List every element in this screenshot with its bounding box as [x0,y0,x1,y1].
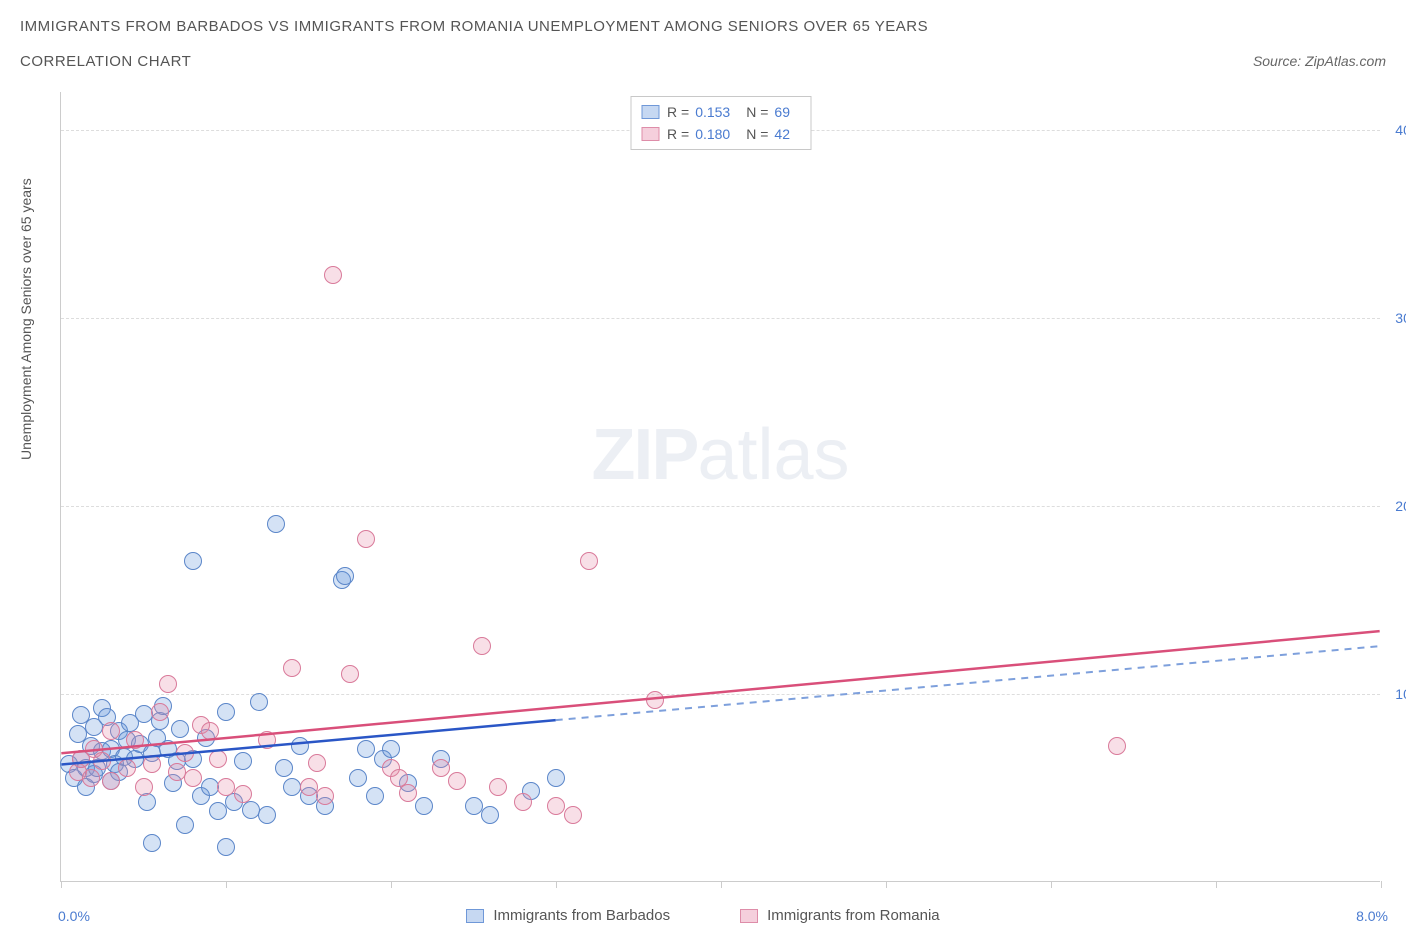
data-point [357,530,375,548]
data-point [489,778,507,796]
data-point [432,759,450,777]
stats-box: R = 0.153N = 69R = 0.180N = 42 [630,96,811,150]
legend-swatch [641,105,659,119]
stats-row: R = 0.153N = 69 [641,101,800,123]
source-credit: Source: ZipAtlas.com [1253,53,1386,69]
data-point [168,763,186,781]
x-tick [391,881,392,888]
x-tick [886,881,887,888]
data-point [201,778,219,796]
x-tick [226,881,227,888]
x-tick [721,881,722,888]
data-point [102,772,120,790]
data-point [382,740,400,758]
legend-label: Immigrants from Barbados [493,907,670,924]
page-title: IMMIGRANTS FROM BARBADOS VS IMMIGRANTS F… [20,18,1386,35]
data-point [481,806,499,824]
data-point [291,737,309,755]
data-point [217,703,235,721]
data-point [250,693,268,711]
data-point [366,787,384,805]
data-point [126,731,144,749]
data-point [336,567,354,585]
data-point [324,266,342,284]
data-point [514,793,532,811]
data-point [159,675,177,693]
data-point [135,705,153,723]
data-point [646,691,664,709]
legend-item: Immigrants from Romania [740,907,940,924]
data-point [171,720,189,738]
data-point [316,787,334,805]
legend-swatch [641,127,659,141]
data-point [448,772,466,790]
grid-line [61,318,1380,319]
data-point [209,750,227,768]
data-point [415,797,433,815]
data-point [135,778,153,796]
data-point [1108,737,1126,755]
stats-row: R = 0.180N = 42 [641,123,800,145]
data-point [399,784,417,802]
data-point [267,515,285,533]
data-point [465,797,483,815]
legend-item: Immigrants from Barbados [466,907,670,924]
x-tick [61,881,62,888]
data-point [102,722,120,740]
x-tick [1051,881,1052,888]
data-point [143,834,161,852]
legend-label: Immigrants from Romania [767,907,940,924]
data-point [176,744,194,762]
data-point [118,759,136,777]
x-tick [1216,881,1217,888]
legend-swatch [466,909,484,923]
y-axis-title: Unemployment Among Seniors over 65 years [18,178,34,460]
data-point [176,816,194,834]
data-point [275,759,293,777]
data-point [547,769,565,787]
data-point [209,802,227,820]
data-point [184,769,202,787]
data-point [201,722,219,740]
data-point [349,769,367,787]
data-point [258,806,276,824]
x-tick [556,881,557,888]
data-point [234,785,252,803]
watermark: ZIPatlas [591,414,849,496]
data-point [547,797,565,815]
data-point [258,731,276,749]
data-point [217,778,235,796]
data-point [564,806,582,824]
data-point [283,778,301,796]
page-subtitle: CORRELATION CHART [20,53,191,70]
data-point [473,637,491,655]
scatter-chart: ZIPatlas R = 0.153N = 69R = 0.180N = 42 … [60,92,1380,882]
data-point [283,659,301,677]
data-point [93,752,111,770]
data-point [300,778,318,796]
bottom-legend: Immigrants from Barbados Immigrants from … [0,907,1406,924]
data-point [143,755,161,773]
data-point [308,754,326,772]
y-tick-label: 40.0% [1395,122,1406,138]
data-point [234,752,252,770]
y-tick-label: 20.0% [1395,498,1406,514]
data-point [580,552,598,570]
x-tick [1381,881,1382,888]
data-point [341,665,359,683]
data-point [82,769,100,787]
data-point [184,552,202,570]
data-point [357,740,375,758]
legend-swatch [740,909,758,923]
y-tick-label: 30.0% [1395,310,1406,326]
grid-line [61,506,1380,507]
trend-lines [61,92,1380,881]
data-point [217,838,235,856]
data-point [151,703,169,721]
y-tick-label: 10.0% [1395,686,1406,702]
